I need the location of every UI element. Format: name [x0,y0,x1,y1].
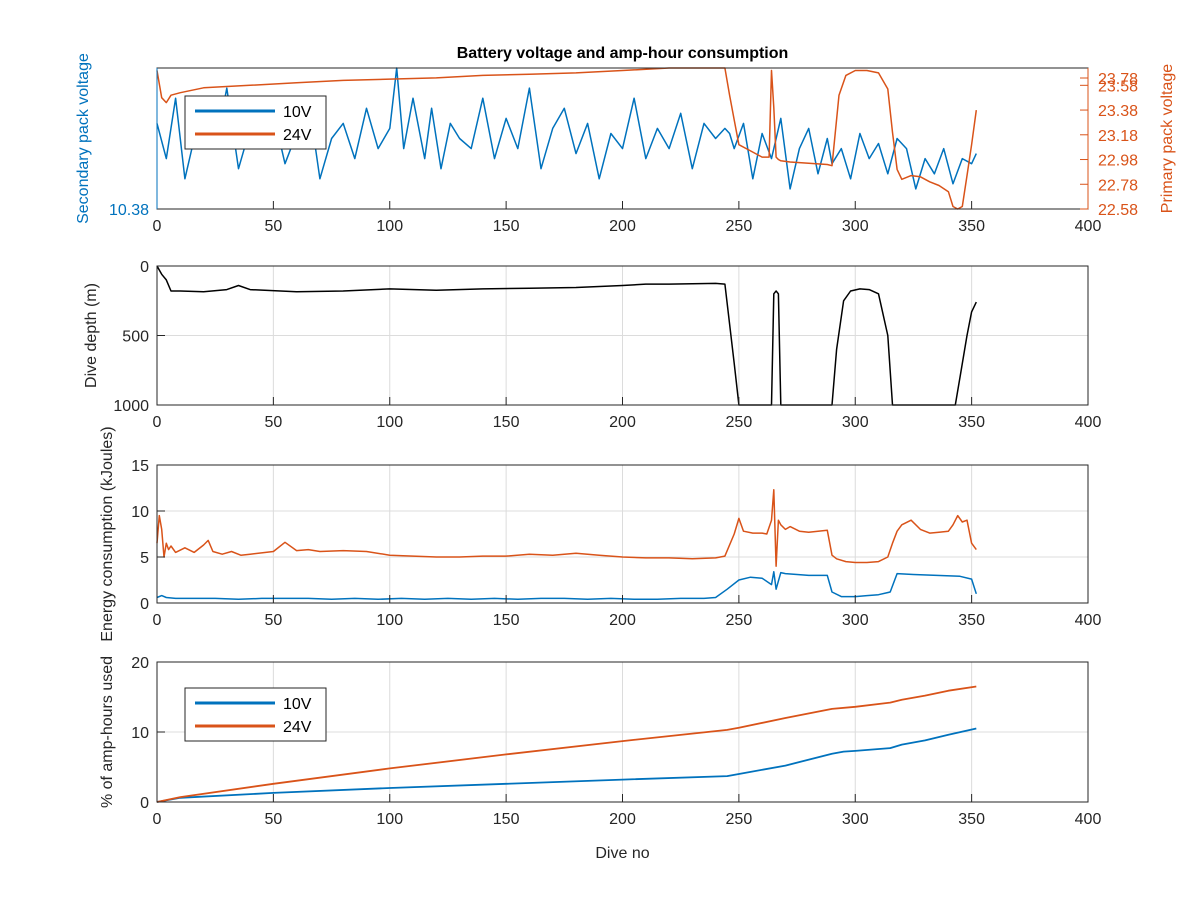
y-tick-label: 0 [140,259,149,276]
x-tick-label: 250 [726,218,753,235]
y-tick-label-right: 23.78 [1098,71,1138,88]
x-tick-label: 300 [842,218,869,235]
series-line-24v [156,685,977,803]
x-tick-label: 250 [726,414,753,431]
y-tick-label: 10 [131,725,149,742]
chart-voltage: 0 50 100 150 200 250 300 350 400 10.38 22.58 22.78 2… [75,53,1176,235]
y-axis-label: Energy consumption (kJoules) [99,426,116,641]
x-tick-label: 50 [264,414,282,431]
x-axis-label: Dive no [595,845,649,862]
y-axis-label: Dive depth (m) [83,283,100,388]
chart-title: Battery voltage and amp-hour consumption [457,45,789,62]
y-tick-label-right: 23.58 [1098,78,1138,95]
x-tick-label: 150 [493,218,520,235]
x-tick-label: 200 [609,218,636,235]
y-tick-label-right: 23.38 [1098,103,1138,120]
x-tick-label: 300 [842,612,869,629]
x-tick-label: 250 [726,811,753,828]
y-tick-label-right: 22.58 [1098,202,1138,219]
x-tick-label: 0 [153,811,162,828]
x-tick-label: 300 [842,811,869,828]
series-group [156,685,977,803]
y-tick-label-right: 23.18 [1098,128,1138,145]
series-line-10v [156,727,977,803]
y-tick-label-right: 22.78 [1098,177,1138,194]
series-line-24v [156,489,977,567]
chart-energy: 0 50 100 150 200 250 300 350 400 0 5 10 15 Energy con… [99,426,1101,641]
x-tick-label: 100 [376,218,403,235]
y-tick-label: 0 [140,795,149,812]
legend-label-10v: 10V [283,696,312,713]
x-tick-label: 350 [958,612,985,629]
x-tick-label: 100 [376,612,403,629]
x-tick-label: 200 [609,811,636,828]
x-tick-label: 200 [609,414,636,431]
y-tick-label: 15 [131,458,149,475]
x-tick-label: 400 [1075,218,1102,235]
y-axis-label-left: Secondary pack voltage [75,53,92,224]
x-tick-label: 400 [1075,811,1102,828]
chart-amphours: 0 50 100 150 200 250 300 350 400 0 10 20 % of amp-ho… [99,655,1101,862]
legend-box [184,687,327,742]
x-tick-label: 0 [153,218,162,235]
y-axis-label-right: Primary pack voltage [1159,64,1176,213]
y-tick-label-right: 22.98 [1098,153,1138,170]
x-tick-label: 50 [264,811,282,828]
x-tick-label: 350 [958,218,985,235]
series-line-24v [156,67,978,210]
series-group [156,489,978,601]
x-tick-label: 200 [609,612,636,629]
x-tick-label: 300 [842,414,869,431]
x-tick-label: 400 [1075,414,1102,431]
y-tick-label: 1000 [113,398,149,415]
x-tick-label: 150 [493,612,520,629]
y-tick-label: 5 [140,550,149,567]
x-tick-label: 50 [264,218,282,235]
charts-layer: Battery voltage and amp-hour consumption… [75,45,1176,862]
y-tick-label: 500 [122,329,149,346]
y-tick-label: 0 [140,596,149,613]
y-tick-label: 10 [131,504,149,521]
x-tick-label: 150 [493,811,520,828]
x-tick-label: 0 [153,612,162,629]
x-tick-label: 350 [958,811,985,828]
y-tick-label: 20 [131,655,149,672]
x-tick-label: 400 [1075,612,1102,629]
legend-label-10v: 10V [283,104,312,121]
legend-box [184,95,327,150]
x-tick-label: 0 [153,414,162,431]
x-tick-label: 100 [376,414,403,431]
x-tick-label: 150 [493,414,520,431]
x-tick-label: 350 [958,414,985,431]
x-tick-label: 100 [376,811,403,828]
chart-depth: 0 50 100 150 200 250 300 350 400 0 500 1000 Dive dep… [83,259,1101,431]
legend-label-24v: 24V [283,719,312,736]
y-axis-label: % of amp-hours used [99,656,116,808]
y-tick-label-left: 10.38 [109,202,149,219]
legend-label-24v: 24V [283,127,312,144]
x-tick-label: 50 [264,612,282,629]
x-tick-label: 250 [726,612,753,629]
series-line-10v [156,570,978,601]
